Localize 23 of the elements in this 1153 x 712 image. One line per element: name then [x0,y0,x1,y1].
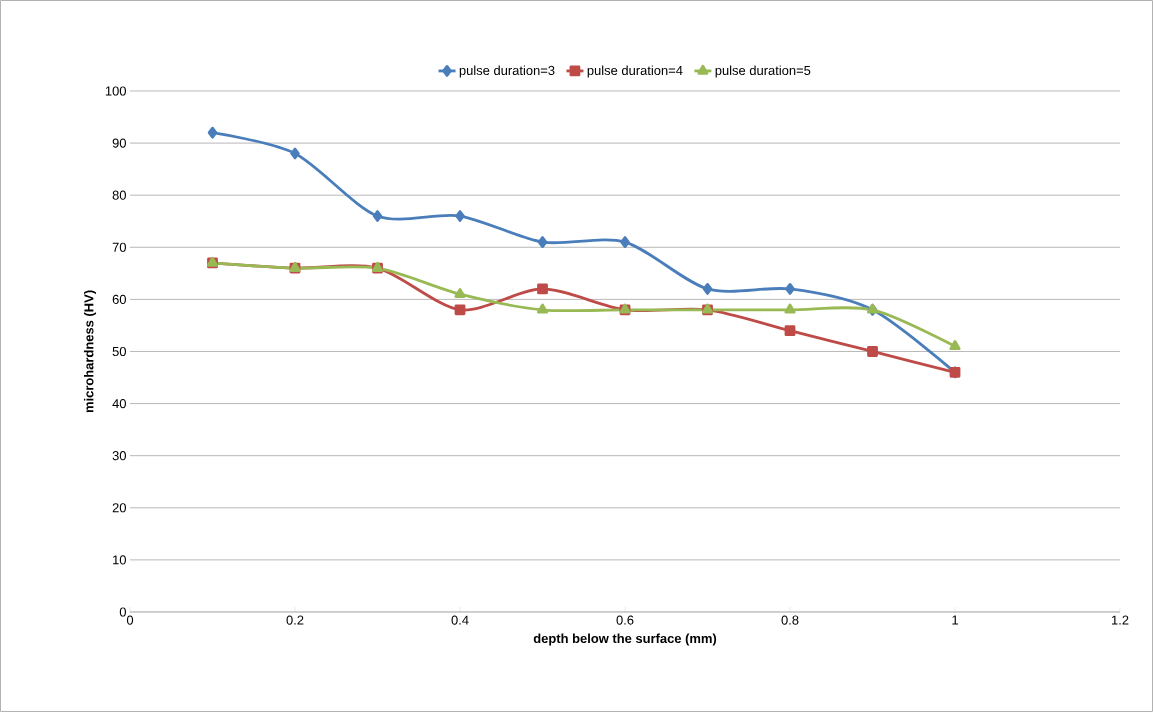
x-tick-label: 0 [126,615,134,625]
y-tick-label: 80 [112,190,126,200]
y-axis-title: microhardness (HV) [83,290,97,413]
y-tick-label: 50 [112,346,126,357]
y-tick-label: 40 [112,398,126,409]
legend-label: pulse duration=5 [715,65,811,78]
x-tick-label: 0.2 [286,615,304,625]
x-tick-label: 0.4 [451,615,469,625]
y-tick-label: 60 [112,294,126,304]
x-axis-title: depth below the surface (mm) [533,633,717,646]
y-tick-label: 70 [112,242,126,252]
x-tick-label: 1 [952,615,958,625]
y-tick-label: 100 [105,86,126,96]
x-tick-label: 0.8 [781,615,799,625]
y-tick-label: 20 [112,503,126,513]
y-tick-label: 90 [112,138,126,148]
y-tick-label: 0 [119,607,126,617]
y-tick-label: 10 [113,555,126,565]
legend-label: pulse duration=4 [587,65,683,78]
x-tick-label: 1.2 [1112,615,1129,625]
y-tick-label: 30 [112,451,126,461]
x-tick-label: 0.6 [616,615,634,625]
legend-label: pulse duration=3 [459,65,555,78]
